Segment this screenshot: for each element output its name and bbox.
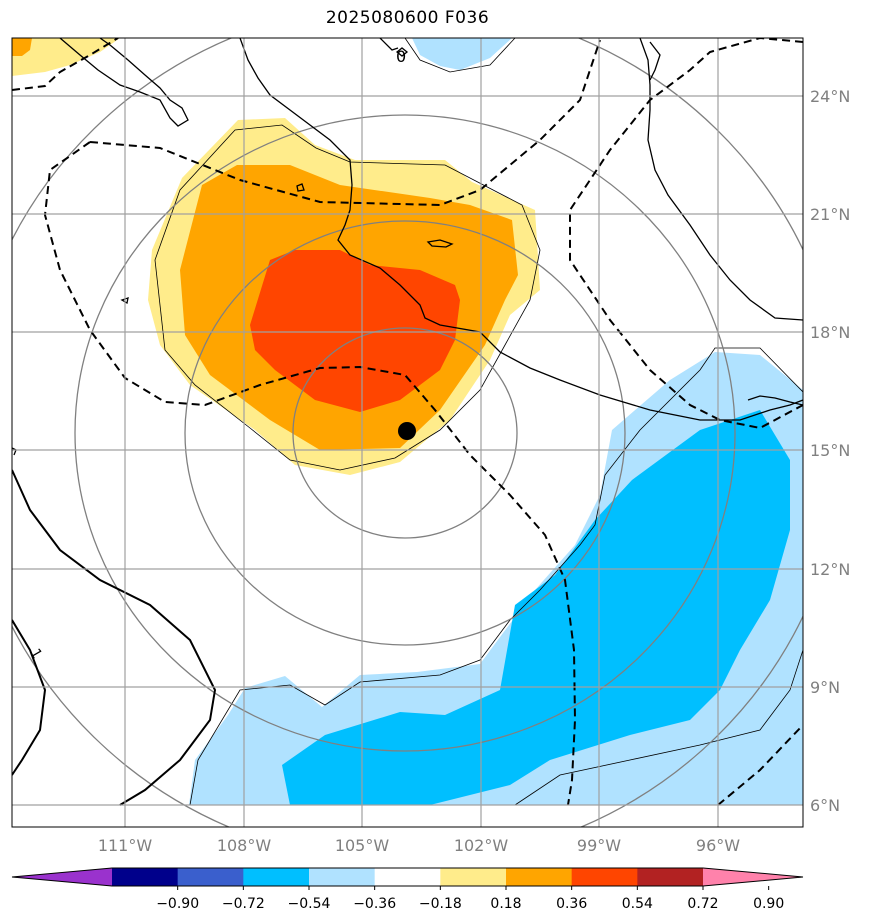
map-title: 2025080600 F036 [325, 8, 490, 28]
colorbar-extend-high [703, 868, 803, 886]
lon-tick-label: 105°W [335, 836, 390, 855]
contour-outline-negative [189, 347, 803, 806]
colorbar-tick-label: 0.36 [556, 896, 587, 912]
contour-outline-north [404, 38, 516, 73]
contour-outline-negative-2 [514, 649, 803, 806]
lat-tick-label: 12°N [810, 560, 850, 579]
mainland-east [639, 38, 803, 321]
colorbar-tick-label: −0.18 [419, 896, 462, 912]
dashed-contour-east [569, 38, 803, 430]
colorbar-segment [243, 868, 310, 886]
colorbar-tick-label: −0.54 [288, 896, 331, 912]
solid-contour-1-a [12, 469, 217, 806]
colorbar-extend-low [12, 868, 112, 886]
colorbar-segment [112, 868, 179, 886]
lon-tick-label: 96°W [696, 836, 740, 855]
shading-orange-corner [12, 38, 32, 56]
island-2 [296, 183, 305, 192]
longitude-labels: 111°W 108°W 105°W 102°W 99°W 96°W [98, 836, 740, 855]
contour-label-0: 0 [396, 47, 406, 66]
shading-red-orange [250, 250, 460, 412]
ring-3 [74, 114, 736, 752]
colorbar-tick-label: −0.90 [156, 896, 199, 912]
colorbar-outline [11, 867, 804, 887]
dashed-contours [12, 38, 803, 806]
solid-contour-1-b [12, 619, 47, 776]
map-frame [11, 37, 804, 828]
coast-north-right [649, 41, 661, 81]
dashed-contour-left [43, 141, 577, 806]
colorbar-tick-label: 0.18 [490, 896, 521, 912]
contour-outline-positive [154, 124, 541, 471]
lon-tick-label: 108°W [217, 836, 272, 855]
lon-tick-label: 111°W [98, 836, 153, 855]
lat-tick-label: 24°N [810, 87, 850, 106]
colorbar-tick-label: −0.36 [353, 896, 396, 912]
colorbar-segment [374, 868, 441, 886]
colorbar: −0.90 −0.72 −0.54 −0.36 −0.18 0.18 0.36 0.54 0.7… [11, 867, 804, 912]
lon-tick-label: 99°W [577, 836, 621, 855]
lat-tick-label: 6°N [810, 796, 840, 815]
coastlines [12, 38, 803, 456]
colorbar-tick-label: 0.90 [753, 896, 784, 912]
dashed-contour-west [12, 38, 119, 91]
dashed-contour-southeast [717, 724, 803, 806]
colorbar-segment [309, 868, 376, 886]
lat-tick-label: 21°N [810, 205, 850, 224]
lat-tick-label: 9°N [810, 678, 840, 697]
colorbar-segment [177, 868, 244, 886]
colorbar-segment [506, 868, 573, 886]
map-area: 1 0 [12, 38, 803, 827]
gridlines [12, 38, 803, 827]
contour-0-mark [395, 47, 409, 57]
colorbar-segment [440, 868, 507, 886]
colorbar-tick-label: −0.72 [222, 896, 265, 912]
colorbar-tick-label: 0.72 [687, 896, 718, 912]
dashed-contour-loop [89, 39, 601, 207]
lon-tick-label: 102°W [454, 836, 509, 855]
gulf-east-coast [747, 395, 803, 406]
coast-top [379, 38, 399, 51]
island-1 [426, 239, 454, 248]
colorbar-tick-label: 0.54 [622, 896, 653, 912]
shading-yellow-corner [12, 38, 120, 76]
colorbar-segment [571, 868, 638, 886]
gulf-coast-west [239, 38, 803, 421]
colorbar-segment [637, 868, 704, 886]
shading-light-blue-north [412, 38, 512, 70]
baja-coast [59, 38, 189, 127]
lat-tick-label: 15°N [810, 441, 850, 460]
shading-blue-southeast [282, 410, 790, 805]
distance-rings [12, 38, 803, 827]
ring-2 [184, 220, 626, 646]
solid-contours [12, 469, 217, 806]
storm-center-marker [398, 422, 416, 440]
ring-1 [292, 327, 518, 539]
lat-tick-label: 18°N [810, 323, 850, 342]
latitude-labels: 24°N 21°N 18°N 15°N 12°N 9°N 6°N [810, 87, 850, 815]
